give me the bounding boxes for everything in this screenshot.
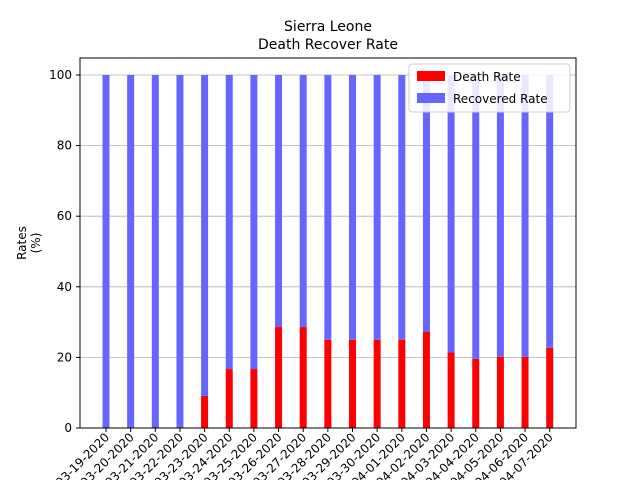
bar-recovered-rate xyxy=(201,75,209,396)
legend-swatch xyxy=(417,93,445,103)
bar-recovered-rate xyxy=(225,75,233,370)
bar-recovered-rate xyxy=(472,75,480,359)
bar-recovered-rate xyxy=(275,75,283,328)
legend-box xyxy=(408,63,571,113)
y-tick-label: 20 xyxy=(57,350,72,364)
bar-recovered-rate xyxy=(299,75,307,328)
bar-death-rate xyxy=(521,356,529,428)
legend-label: Recovered Rate xyxy=(453,92,548,106)
bar-series xyxy=(102,75,554,428)
bar-death-rate xyxy=(299,327,307,428)
legend: Death Rate Recovered Rate xyxy=(408,63,571,113)
bar-death-rate xyxy=(275,327,283,428)
y-tick-label: 60 xyxy=(57,209,72,223)
bar-death-rate xyxy=(250,369,258,428)
plot-frame xyxy=(79,57,577,429)
bar-recovered-rate xyxy=(324,75,332,340)
bar-death-rate xyxy=(546,347,554,428)
y-tick-label: 0 xyxy=(64,421,72,435)
y-axis-ticks: 0 20 40 60 80 100 xyxy=(49,68,80,435)
bar-recovered-rate xyxy=(496,75,504,357)
bar-death-rate xyxy=(225,369,233,428)
y-axis-label: Rates(%) xyxy=(15,226,43,260)
bar-recovered-rate xyxy=(349,75,356,340)
bar-recovered-rate xyxy=(102,75,110,428)
bar-recovered-rate xyxy=(447,75,455,353)
y-tick-label: 80 xyxy=(57,139,72,153)
bar-recovered-rate xyxy=(373,75,381,340)
y-tick-label: 40 xyxy=(57,280,72,294)
chart-title: Sierra Leone xyxy=(284,19,372,35)
bar-recovered-rate xyxy=(151,75,159,428)
bar-recovered-rate xyxy=(546,75,554,348)
bar-recovered-rate xyxy=(521,75,529,357)
legend-label: Death Rate xyxy=(453,70,521,84)
chart-subtitle: Death Recover Rate xyxy=(258,37,398,53)
bar-death-rate xyxy=(201,395,209,428)
bar-recovered-rate xyxy=(398,75,406,340)
bar-recovered-rate xyxy=(127,75,135,428)
bar-death-rate xyxy=(398,339,406,428)
bar-recovered-rate xyxy=(250,75,258,370)
bar-death-rate xyxy=(373,339,381,428)
bar-death-rate xyxy=(349,339,356,428)
bar-recovered-rate xyxy=(422,75,430,332)
legend-swatch xyxy=(417,71,445,81)
bar-death-rate xyxy=(447,352,455,428)
y-tick-label: 100 xyxy=(49,68,72,82)
bar-death-rate xyxy=(324,339,332,428)
bar-recovered-rate xyxy=(176,75,184,428)
bar-death-rate xyxy=(422,331,430,428)
bar-death-rate xyxy=(496,356,504,428)
bar-death-rate xyxy=(472,358,480,428)
